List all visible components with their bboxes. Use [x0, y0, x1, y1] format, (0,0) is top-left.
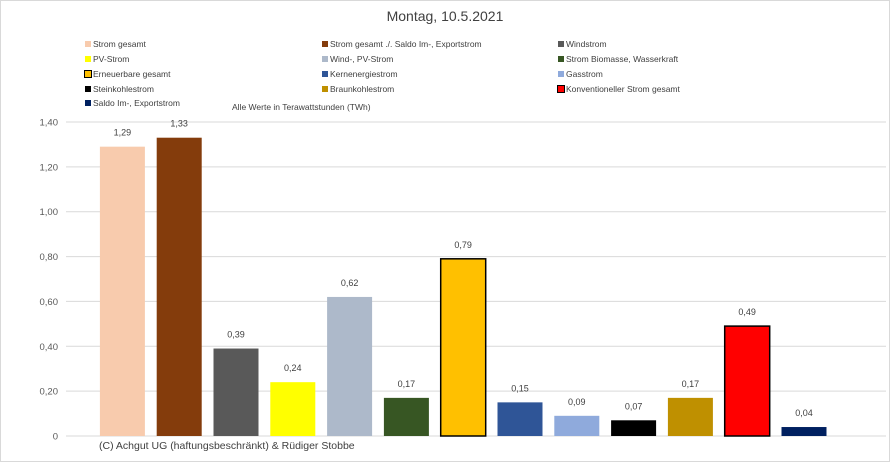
legend-item: Strom gesamt	[85, 38, 146, 49]
data-label: 0,09	[568, 397, 586, 407]
legend-item: Windstrom	[558, 38, 607, 49]
bar	[667, 397, 713, 436]
legend-swatch	[558, 70, 564, 77]
y-tick-label: 0,20	[40, 387, 59, 398]
legend-swatch	[322, 40, 328, 47]
legend-item: Strom gesamt ./. Saldo Im-, Exportstrom	[322, 38, 482, 49]
legend-item: Gasstrom	[558, 68, 603, 79]
legend-item: Strom Biomasse, Wasserkraft	[558, 53, 678, 64]
bar	[270, 382, 316, 436]
data-label: 0,15	[511, 383, 529, 393]
y-tick-label: 1,20	[40, 162, 59, 173]
bar	[781, 427, 827, 436]
legend-item: Erneuerbare gesamt	[84, 68, 171, 79]
legend-swatch	[322, 55, 328, 62]
bar	[439, 258, 487, 437]
bar	[156, 137, 202, 436]
legend-item: Wind-, PV-Strom	[322, 53, 393, 64]
y-tick-label: 1,00	[40, 207, 59, 218]
legend-swatch	[558, 55, 564, 62]
data-label: 0,17	[398, 379, 416, 389]
data-label: 0,07	[625, 401, 643, 411]
legend-label: PV-Strom	[93, 53, 130, 64]
legend-item: Konventioneller Strom gesamt	[557, 83, 680, 94]
y-tick-label: 1,40	[40, 118, 59, 129]
data-label: 0,04	[795, 408, 813, 418]
legend-swatch	[558, 40, 564, 47]
legend-label: Kernenergiestrom	[330, 68, 398, 79]
data-label: 0,49	[738, 307, 756, 317]
credit-text: (C) Achgut UG (haftungsbeschränkt) & Rüd…	[99, 440, 355, 452]
y-tick-label: 0,40	[40, 342, 59, 353]
data-label: 0,39	[227, 330, 245, 340]
legend-label: Wind-, PV-Strom	[330, 53, 394, 64]
bar	[497, 402, 543, 436]
data-label: 0,24	[284, 363, 302, 373]
legend-item: Steinkohlestrom	[85, 83, 154, 94]
legend-label: Konventioneller Strom gesamt	[566, 83, 680, 94]
legend-swatch	[85, 99, 91, 106]
data-label: 1,33	[170, 119, 188, 129]
legend-swatch	[85, 40, 91, 47]
legend-label: Strom Biomasse, Wasserkraft	[566, 53, 679, 64]
data-label: 0,79	[454, 240, 472, 250]
legend-item: Braunkohlestrom	[322, 83, 394, 94]
bar	[383, 397, 429, 436]
legend-label: Gasstrom	[566, 68, 603, 79]
legend-label: Erneuerbare gesamt	[93, 68, 171, 79]
legend-swatch	[557, 84, 565, 93]
data-label: 0,62	[341, 278, 359, 288]
y-tick-label: 0,80	[40, 252, 59, 263]
y-tick-label: 0,60	[40, 297, 59, 308]
legend-item: Kernenergiestrom	[322, 68, 398, 79]
bar	[723, 325, 771, 437]
y-tick-label: 0	[53, 432, 58, 443]
bar	[99, 146, 145, 436]
legend-swatch	[322, 70, 328, 77]
units-note: Alle Werte in Terawattstunden (TWh)	[232, 102, 371, 112]
legend-label: Saldo Im-, Exportstrom	[93, 97, 180, 108]
chart-title: Montag, 10.5.2021	[386, 8, 504, 24]
legend-swatch	[85, 85, 91, 92]
bar	[554, 415, 600, 436]
legend-item: PV-Strom	[85, 53, 129, 64]
data-label: 0,17	[682, 379, 700, 389]
legend-label: Windstrom	[566, 38, 607, 49]
data-label: 1,29	[114, 128, 132, 138]
legend-label: Braunkohlestrom	[330, 83, 395, 94]
legend-label: Strom gesamt ./. Saldo Im-, Exportstrom	[330, 38, 482, 49]
bar	[327, 296, 373, 436]
bar	[611, 420, 657, 436]
legend-label: Steinkohlestrom	[93, 83, 154, 94]
legend-item: Saldo Im-, Exportstrom	[85, 97, 180, 108]
bar	[213, 348, 259, 436]
legend-swatch	[85, 55, 91, 62]
legend-swatch	[322, 85, 328, 92]
legend-swatch	[84, 69, 92, 78]
legend-label: Strom gesamt	[93, 38, 146, 49]
